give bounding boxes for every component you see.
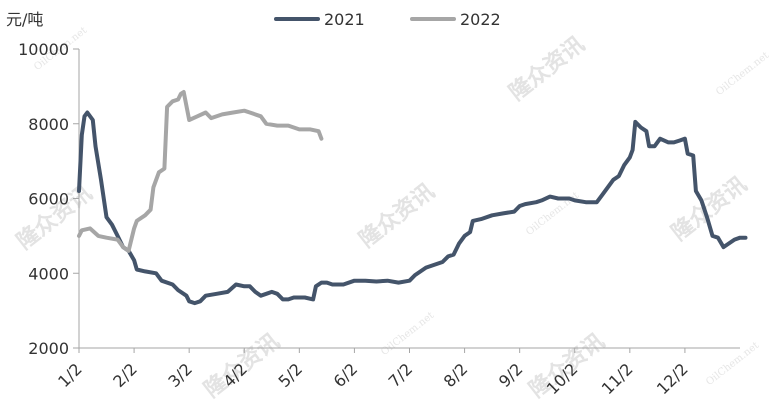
y-tick-label: 8000	[28, 115, 69, 134]
watermark-layer: 隆众资讯 隆众资讯 隆众资讯 隆众资讯 隆众资讯 隆众资讯 OilChem.ne…	[12, 25, 769, 403]
y-axis-unit: 元/吨	[6, 10, 43, 29]
y-tick-label: 2000	[28, 339, 69, 358]
x-tick-label: 12/2	[653, 359, 692, 398]
watermark-logo: 隆众资讯	[505, 32, 590, 106]
x-tick-label: 8/2	[440, 359, 472, 391]
watermark-logo: 隆众资讯	[667, 172, 752, 246]
watermark-domain: OilChem.net	[379, 310, 436, 358]
x-tick-label: 6/2	[330, 359, 362, 391]
x-tick-label: 9/2	[495, 359, 527, 391]
watermark-domain: OilChem.net	[714, 50, 769, 98]
legend-label-2021: 2021	[324, 10, 365, 29]
series-line-2021	[77, 110, 748, 306]
series-layer	[77, 90, 748, 306]
x-tick-label: 3/2	[164, 359, 196, 391]
x-tick-label: 2/2	[109, 359, 141, 391]
x-axis: 1/2 2/2 3/2 4/2 5/2 6/2 7/2 8/2 9/2 10/2 11/2 12/2	[54, 347, 740, 398]
series-line-2022	[77, 90, 324, 253]
x-tick-label: 1/2	[54, 359, 86, 391]
watermark-logo: 隆众资讯	[355, 179, 440, 253]
watermark-domain: OilChem.net	[704, 340, 761, 388]
legend: 2021 2022	[274, 10, 501, 29]
legend-label-2022: 2022	[460, 10, 501, 29]
y-tick-label: 10000	[18, 40, 69, 59]
y-tick-label: 6000	[28, 190, 69, 209]
y-axis: 2000 4000 6000 8000 10000	[18, 40, 80, 358]
x-tick-label: 11/2	[598, 359, 637, 398]
x-tick-label: 5/2	[275, 359, 307, 391]
x-tick-label: 7/2	[385, 359, 417, 391]
y-tick-label: 4000	[28, 264, 69, 283]
